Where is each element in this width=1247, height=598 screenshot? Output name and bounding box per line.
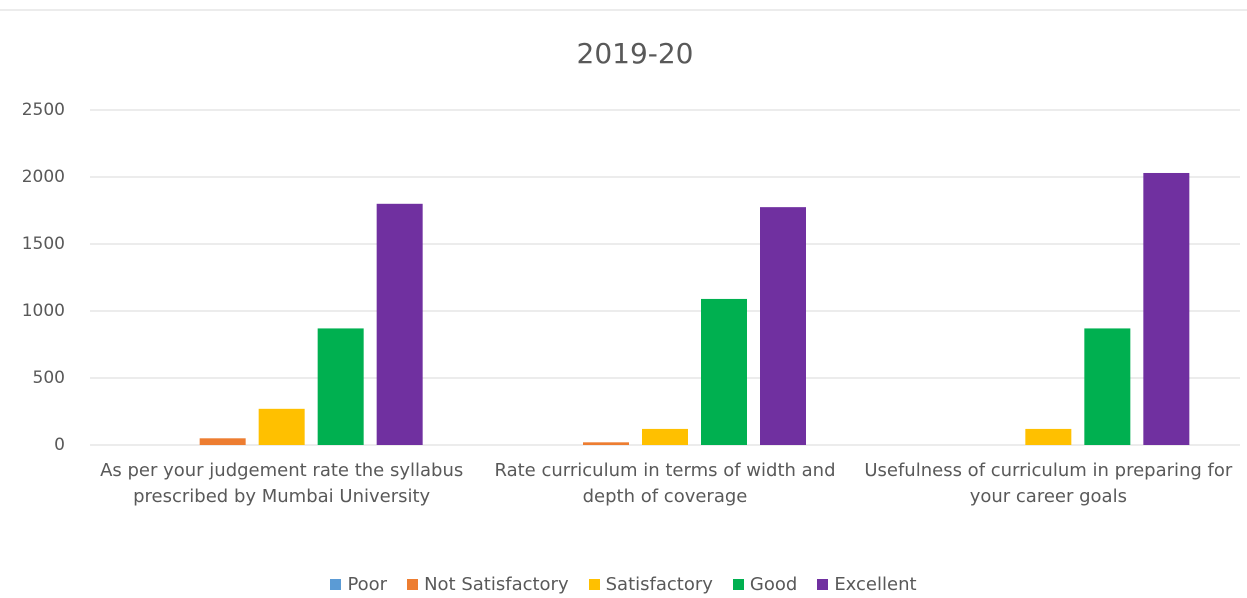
legend-item: Poor (330, 574, 387, 595)
legend-label: Satisfactory (605, 574, 713, 595)
y-tick-label: 1000 (22, 301, 65, 321)
legend-label: Good (749, 574, 798, 595)
y-tick-label: 2500 (22, 100, 65, 120)
legend-item: Not Satisfactory (407, 574, 569, 595)
legend-swatch (407, 579, 419, 590)
chart-title: 2019-20 (577, 37, 694, 70)
y-tick-label: 500 (33, 368, 65, 388)
y-tick-label: 1500 (22, 234, 65, 254)
bar (376, 203, 423, 445)
y-tick-label: 0 (54, 435, 65, 455)
legend-swatch (588, 579, 600, 590)
legend-item: Satisfactory (588, 574, 713, 595)
x-tick-label: As per your judgement rate the syllabus … (100, 460, 464, 507)
bar (701, 298, 747, 445)
bar (1084, 328, 1131, 445)
legend-label: Excellent (834, 574, 917, 595)
legend-label: Poor (347, 574, 388, 595)
legend: Poor Not Satisfactory Satisfactory Good Exce… (0, 574, 1247, 595)
bar (317, 328, 364, 445)
legend-swatch (732, 579, 744, 590)
bar (258, 408, 305, 445)
bar (1025, 428, 1072, 445)
bar (760, 207, 806, 445)
legend-item: Good (732, 574, 798, 595)
bar (642, 428, 688, 445)
bar (1143, 172, 1190, 446)
x-tick-label: Rate curriculum in terms of width and de… (494, 460, 836, 507)
legend-label: Not Satisfactory (424, 574, 569, 595)
legend-swatch (817, 579, 829, 590)
x-tick-label: Usefulness of curriculum in preparing fo… (864, 460, 1233, 507)
legend-swatch (330, 579, 342, 590)
legend-item: Excellent (817, 574, 917, 595)
y-tick-label: 2000 (22, 167, 65, 187)
bar (583, 442, 629, 445)
bar (199, 438, 246, 445)
